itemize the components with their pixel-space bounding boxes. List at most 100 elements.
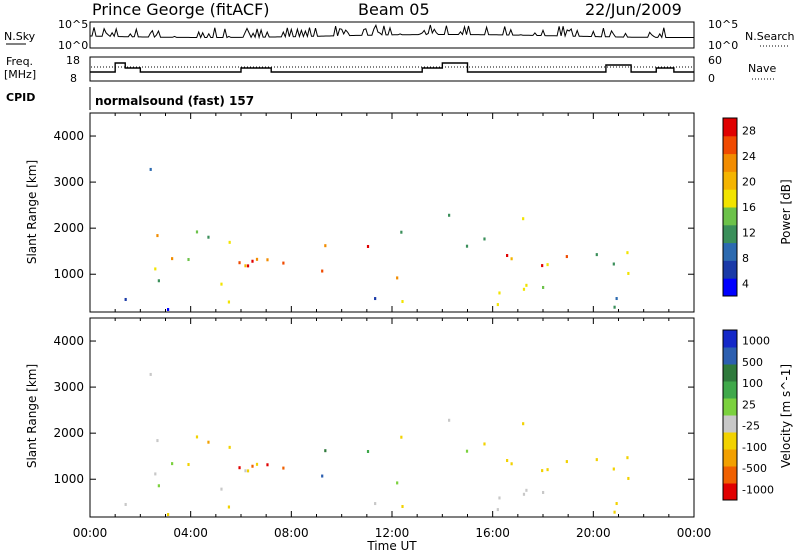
colorbar-tick-label: -1000 <box>742 483 774 496</box>
x-tick-label: 20:00 <box>576 526 611 540</box>
power-cell <box>522 287 526 291</box>
power-cell <box>282 261 285 265</box>
velocity-colorbar-label: Velocity [m s^-1] <box>779 364 793 468</box>
nave-tick-top: 60 <box>708 54 722 67</box>
freq-tick-top: 18 <box>66 54 80 67</box>
x-axis-ticks: 00:00 04:00 08:00 12:00 16:00 20:00 00:00 <box>73 526 712 540</box>
colorbar-swatch <box>723 483 737 501</box>
nsky-frame <box>89 21 695 49</box>
power-cell <box>465 244 469 248</box>
colorbar-swatch <box>723 171 737 190</box>
velocity-cell <box>506 459 509 463</box>
power-cell <box>510 257 513 261</box>
y-tick-label: 2000 <box>53 426 84 440</box>
x-tick-label: 16:00 <box>475 526 510 540</box>
power-cell <box>401 300 404 304</box>
y-tick-label: 4000 <box>53 334 84 348</box>
y-tick-label: 4000 <box>53 129 84 143</box>
velocity-cell <box>246 469 250 473</box>
nsearch-label: N.Search <box>745 30 795 43</box>
freq-frame <box>89 56 695 82</box>
power-colorbar-frame <box>722 117 738 297</box>
velocity-cell <box>149 372 152 376</box>
power-cell <box>154 267 157 271</box>
colorbar-swatch <box>723 153 737 172</box>
velocity-cell <box>401 505 404 509</box>
power-cell <box>522 217 525 221</box>
velocity-cell <box>483 442 486 446</box>
colorbar-swatch <box>723 381 737 399</box>
x-tick-label: 00:00 <box>73 526 108 540</box>
velocity-cell <box>220 487 223 491</box>
velocity-axis: 1000 2000 3000 4000 <box>53 318 695 517</box>
date-title: 22/Jun/2009 <box>585 0 682 19</box>
power-colorbar-ticks: 28 24 20 16 12 8 4 <box>742 125 756 291</box>
nsky-tick-bottom: 10^0 <box>58 39 88 52</box>
cpid-label: CPID <box>6 91 35 104</box>
velocity-frame <box>89 317 695 518</box>
velocity-cell <box>522 422 525 426</box>
power-cell <box>166 308 170 312</box>
colorbar-swatch <box>723 415 737 433</box>
power-cell <box>244 264 247 268</box>
velocity-colorbar-ticks: 1000 500 100 25 -25 -100 -500 -1000 <box>742 335 774 497</box>
velocity-cell <box>448 418 451 422</box>
velocity-cell <box>400 435 403 439</box>
velocity-colorbar-frame <box>722 329 738 501</box>
power-cell <box>541 264 544 268</box>
velocity-cell <box>154 472 157 476</box>
colorbar-tick-label: 20 <box>742 176 756 189</box>
colorbar-swatch <box>723 466 737 484</box>
power-cell <box>400 230 403 234</box>
velocity-cell <box>396 481 399 485</box>
power-cell <box>227 300 231 304</box>
nsearch-tick-top: 10^5 <box>708 18 738 31</box>
velocity-cell <box>626 456 629 460</box>
nave-label: Nave <box>748 62 776 75</box>
velocity-cell <box>542 490 545 494</box>
nsky-label: N.Sky <box>4 30 36 43</box>
power-cell <box>525 283 528 287</box>
colorbar-tick-label: 500 <box>742 356 763 369</box>
velocity-cell <box>465 449 469 453</box>
velocity-cell <box>595 458 598 462</box>
power-cell <box>238 261 241 265</box>
nsky-tick-top: 10^5 <box>58 18 88 31</box>
freq-strip: Freq. [MHz] 18 8 60 0 Nave <box>4 54 776 85</box>
velocity-cell <box>171 462 174 466</box>
colorbar-swatch <box>723 118 737 137</box>
velocity-cell <box>166 513 170 517</box>
velocity-cell <box>613 510 616 514</box>
power-cell <box>374 297 377 301</box>
velocity-ylabel: Slant Range [km] <box>25 364 39 468</box>
power-cell <box>565 255 568 259</box>
velocity-cell <box>238 466 241 470</box>
velocity-cell <box>207 440 210 444</box>
colorbar-tick-label: 28 <box>742 125 756 138</box>
velocity-cell <box>251 464 254 468</box>
power-cell <box>496 303 499 307</box>
colorbar-swatch <box>723 364 737 382</box>
power-cell <box>124 297 127 301</box>
velocity-cell <box>366 449 370 453</box>
velocity-panel: 1000 2000 3000 4000 Slant Range [km] <box>25 317 695 518</box>
x-tick-label: 04:00 <box>173 526 208 540</box>
velocity-cell <box>612 467 615 471</box>
power-cell <box>498 291 501 295</box>
colorbar-tick-label: 4 <box>742 277 749 290</box>
colorbar-swatch <box>723 207 737 226</box>
velocity-cell <box>627 476 630 480</box>
velocity-cell <box>498 496 501 500</box>
velocity-cell <box>522 492 526 496</box>
power-cell <box>612 262 615 266</box>
power-cell <box>595 253 598 257</box>
colorbar-tick-label: 1000 <box>742 335 770 348</box>
cpid-value: normalsound (fast) 157 <box>95 94 254 108</box>
nsky-trace <box>90 24 694 40</box>
velocity-cell <box>565 460 568 464</box>
power-cell <box>228 240 231 244</box>
velocity-cell <box>546 468 549 472</box>
colorbar-tick-label: -500 <box>742 462 767 475</box>
velocity-cell <box>541 469 544 473</box>
colorbar-swatch <box>723 224 737 244</box>
